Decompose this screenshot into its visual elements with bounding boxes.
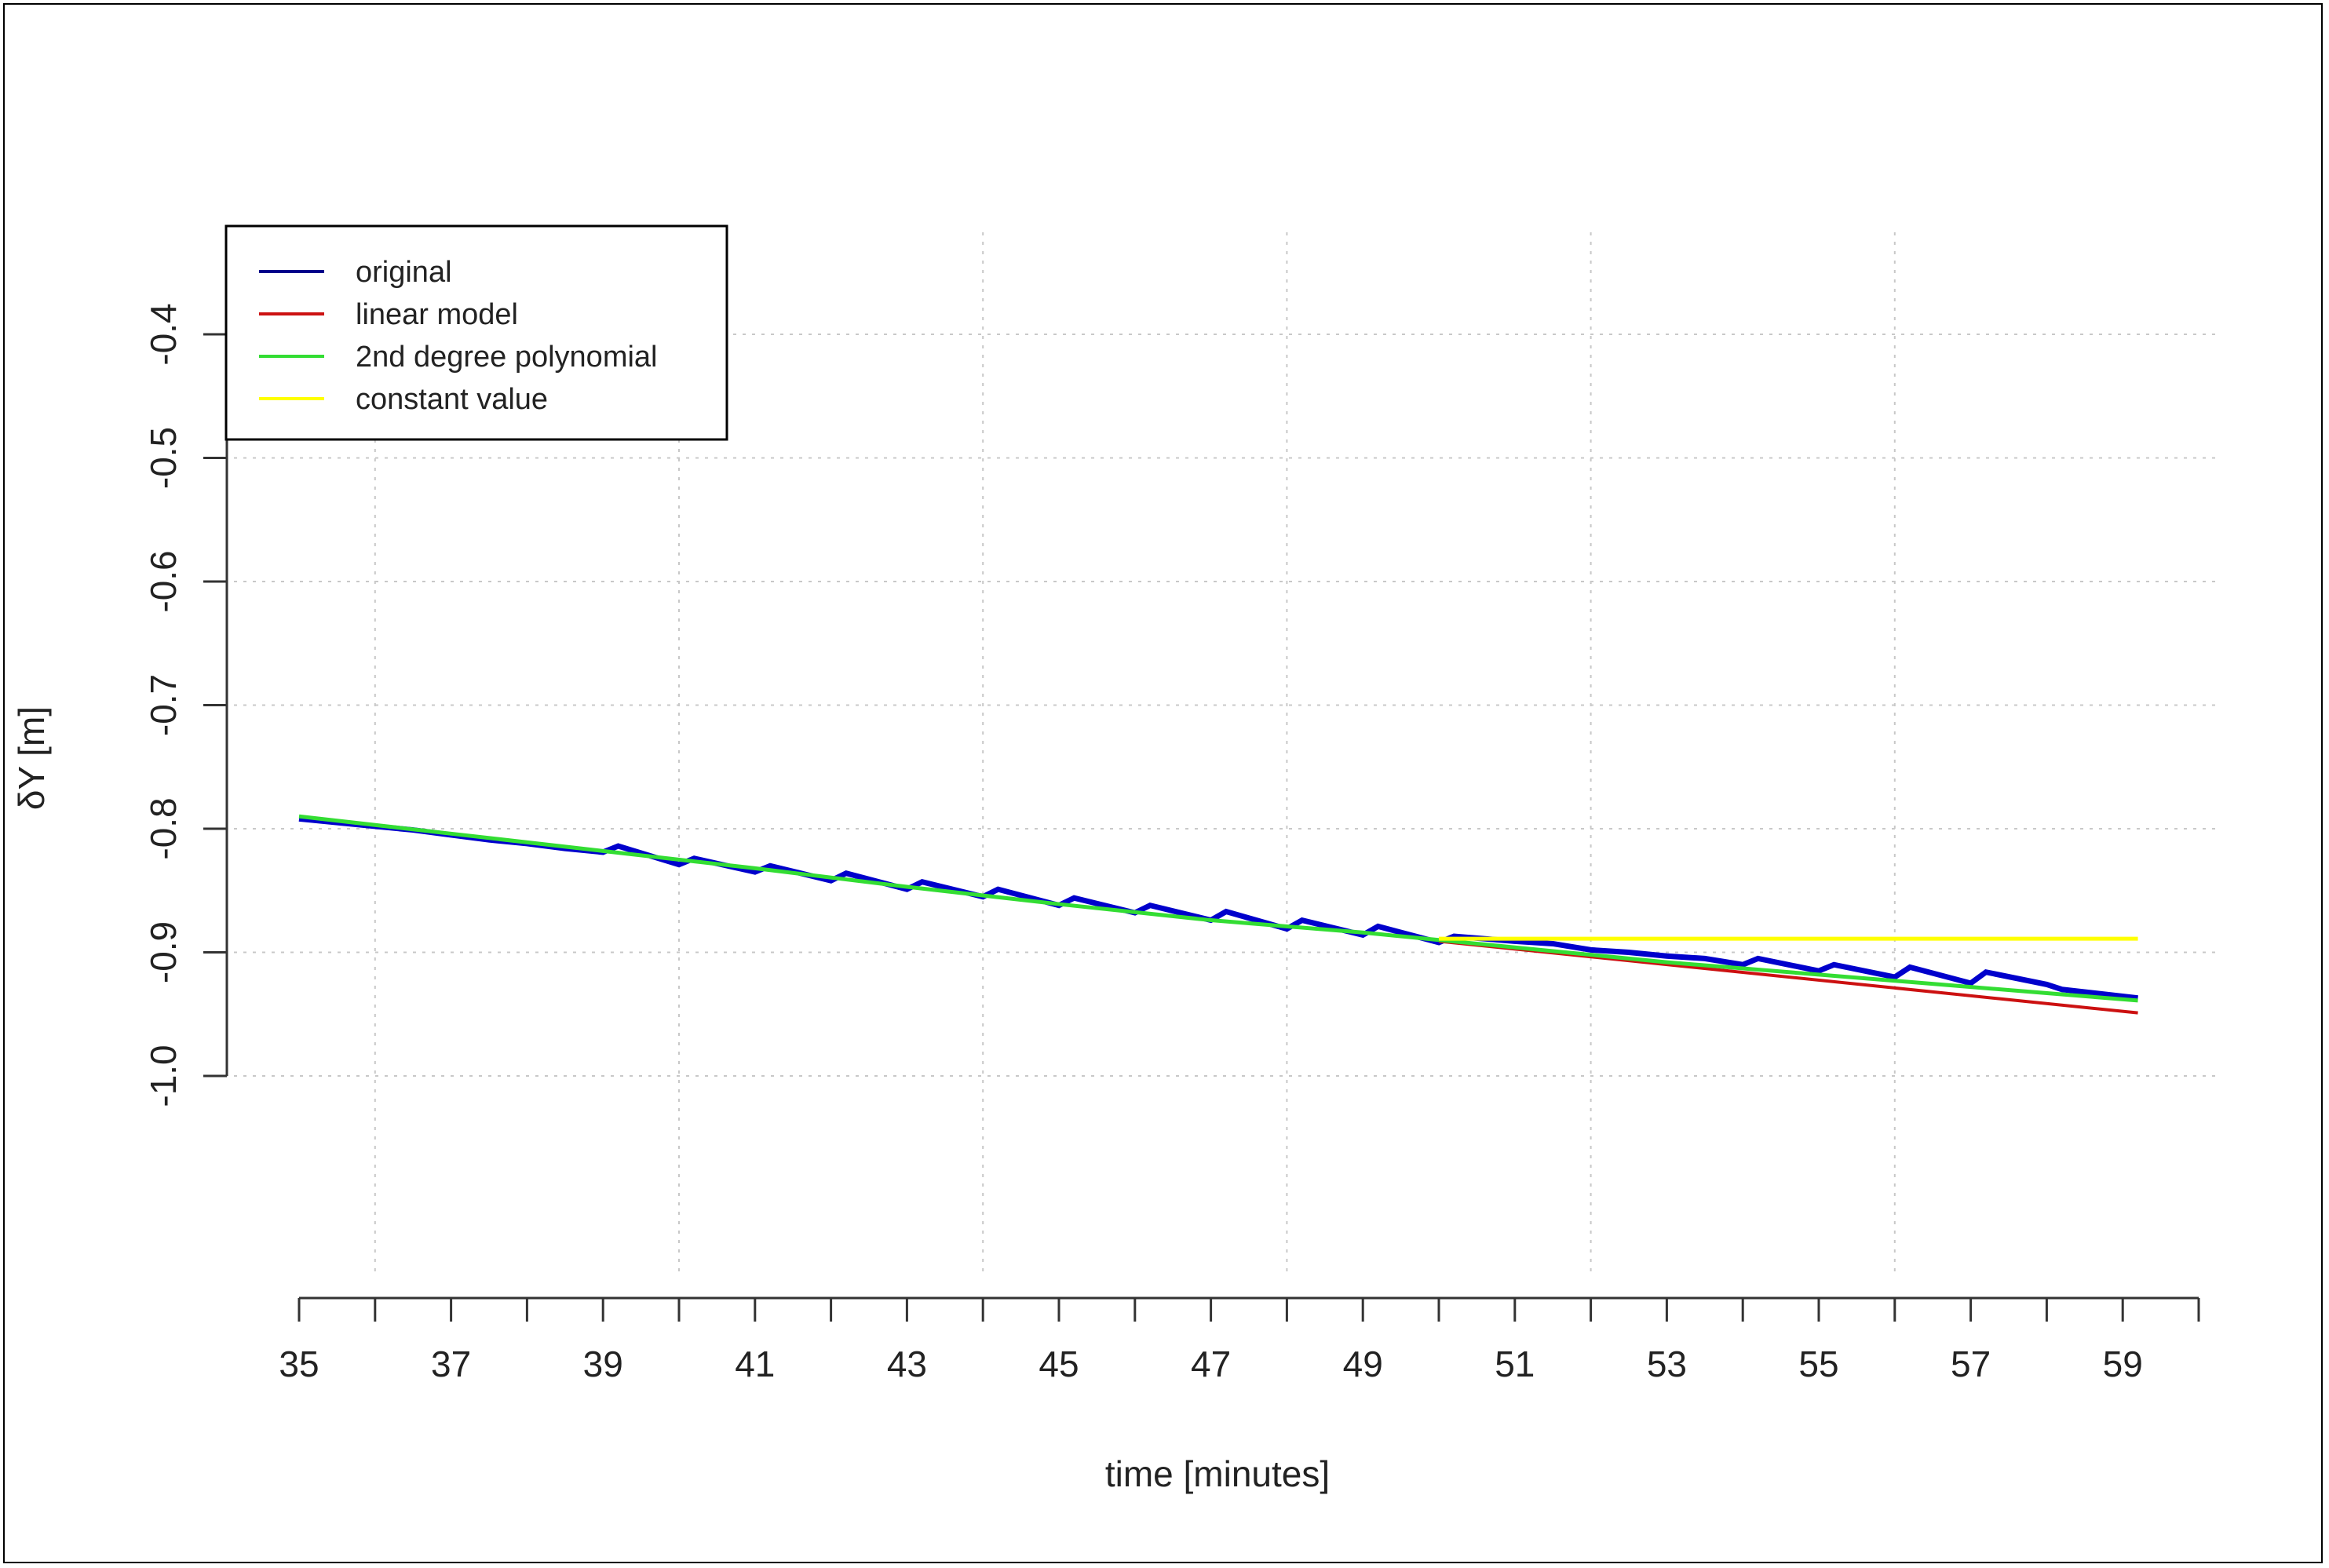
y-tick-label: -1.0	[143, 1045, 184, 1107]
legend-label: 2nd degree polynomial	[356, 341, 658, 374]
x-tick-label: 35	[279, 1344, 319, 1384]
series-lines	[298, 814, 2138, 1015]
x-tick-label: 53	[1647, 1344, 1687, 1384]
x-tick-label: 49	[1343, 1344, 1383, 1384]
x-tick-label: 51	[1495, 1344, 1535, 1384]
series-line-original	[298, 815, 2138, 1001]
legend-box	[225, 224, 728, 441]
series-line-2nd-degree-polynomial	[298, 814, 2138, 1003]
legend-label: constant value	[356, 383, 548, 416]
x-tick-label: 59	[2103, 1344, 2143, 1384]
x-tick-label: 45	[1039, 1344, 1079, 1384]
x-tick-label: 37	[431, 1344, 471, 1384]
legend: original linear model 2nd degree polynomia…	[225, 224, 728, 441]
x-tick-label: 57	[1951, 1344, 1991, 1384]
line-chart: 35 37 39 41 43 45 47 49 51 53 55 57 59 -1.0-0.9-0.8-…	[11, 224, 2218, 1494]
x-tick-label: 43	[887, 1344, 927, 1384]
y-tick-label: -0.4	[143, 303, 184, 365]
y-tick-label: -0.7	[143, 674, 184, 736]
x-tick-label: 55	[1798, 1344, 1838, 1384]
y-tick-label: -0.8	[143, 797, 184, 859]
chart-frame: 35 37 39 41 43 45 47 49 51 53 55 57 59 -1.0 -0.9 -0.8-…	[3, 3, 2323, 1563]
y-tick-label: -0.6	[143, 550, 184, 612]
y-axis-title: δY [m]	[11, 706, 52, 810]
y-tick-label: -0.9	[143, 921, 184, 983]
legend-label: original	[356, 256, 452, 289]
x-axis: 35 37 39 41 43 45 47 49 51 53 55 57 59	[279, 1296, 2200, 1384]
y-axis: -1.0 -0.9 -0.8 -0.7 -0.6 -0.5 -0.4	[143, 303, 228, 1107]
x-tick-label: 39	[583, 1344, 623, 1384]
x-axis-title: time [minutes]	[1105, 1453, 1330, 1494]
x-tick-label: 41	[735, 1344, 775, 1384]
x-tick-label: 47	[1191, 1344, 1231, 1384]
legend-label: linear model	[356, 298, 518, 331]
y-tick-label: -0.5	[143, 427, 184, 489]
